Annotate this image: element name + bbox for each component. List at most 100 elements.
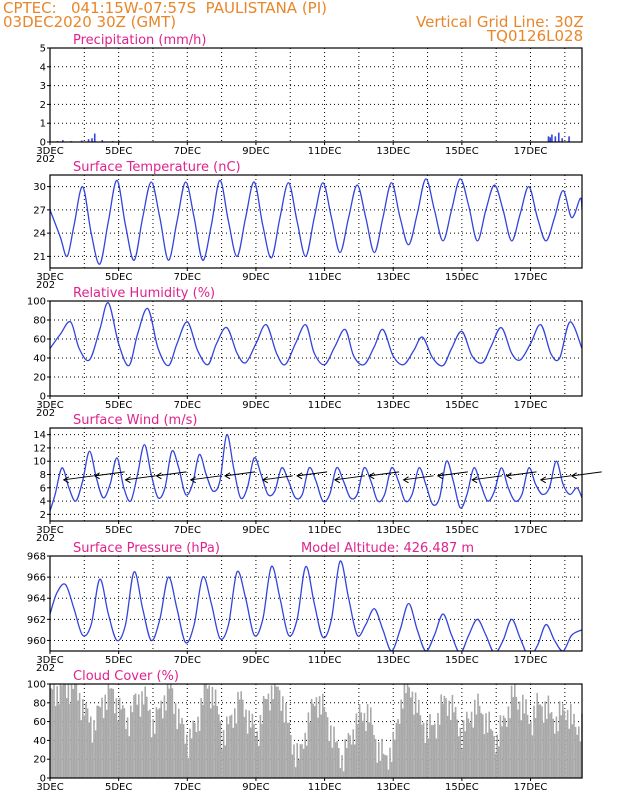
cloud-bar	[502, 715, 505, 778]
cloud-bar	[174, 703, 177, 778]
precip-bar	[561, 138, 564, 142]
cloud-bar	[371, 724, 374, 778]
y-tick-label: 80	[33, 698, 46, 709]
cloud-bar	[149, 709, 151, 778]
panel-frame	[49, 300, 583, 397]
cloud-bar	[509, 718, 511, 778]
y-tick-label: 40	[33, 354, 46, 365]
y-tick-label: 60	[33, 717, 46, 728]
cloud-bar	[358, 704, 361, 778]
cloud-bar	[478, 705, 481, 778]
cloud-bar	[563, 710, 566, 778]
x-tick-label: 13DEC	[376, 655, 410, 666]
cloud-bar	[320, 714, 322, 778]
x-tick-label: 15DEC	[445, 782, 479, 793]
cloud-bar	[254, 737, 257, 778]
cloud-bar	[171, 688, 174, 778]
clipped-year-label: 202	[36, 663, 55, 674]
cloud-bar	[211, 686, 214, 778]
header-model-id: TQ0126L028	[487, 27, 584, 45]
x-tick-label: 7DEC	[174, 272, 201, 283]
cloud-bar	[227, 724, 230, 778]
cloud-bar	[322, 693, 324, 778]
x-tick-label: 3DEC	[36, 146, 63, 157]
cloud-bar	[448, 700, 450, 778]
clipped-year-label: 202	[36, 533, 55, 544]
cloud-bar	[480, 713, 482, 778]
y-tick-label: 960	[27, 636, 46, 647]
cloud-bar	[544, 701, 546, 778]
cloud-bar	[283, 722, 286, 778]
cloud-bar	[477, 693, 479, 778]
cloud-bar	[259, 714, 262, 778]
x-tick-label: 3DEC	[36, 400, 63, 411]
wind-arrow-head	[62, 476, 69, 484]
cloud-bar	[472, 727, 474, 778]
cloud-bar	[192, 720, 194, 778]
cloud-bar	[501, 726, 503, 778]
cloud-bar	[198, 730, 201, 778]
y-tick-label: 100	[27, 297, 46, 308]
cloud-bar	[218, 714, 220, 778]
cloud-bar	[182, 724, 185, 778]
x-tick-label: 9DEC	[242, 146, 269, 157]
cloud-bar	[546, 718, 548, 778]
y-tick-label: 968	[27, 552, 46, 563]
cloud-bar	[214, 689, 217, 778]
cloud-bar	[352, 729, 354, 778]
cloud-bar	[576, 734, 578, 778]
cloud-bar	[318, 696, 321, 778]
y-tick-label: 4	[40, 62, 46, 73]
cloud-bar	[442, 704, 444, 778]
cloud-bar	[235, 723, 238, 778]
cloud-bar	[542, 722, 545, 778]
cloud-bar	[560, 715, 562, 778]
cloud-bar	[341, 755, 343, 778]
cloud-bar	[69, 704, 71, 778]
x-tick-label: 15DEC	[445, 525, 479, 536]
y-tick-label: 6	[40, 483, 46, 494]
cloud-bar	[75, 684, 78, 778]
cloud-bar	[51, 689, 54, 778]
cloud-bar	[434, 723, 436, 778]
y-tick-label: 0	[40, 392, 46, 403]
cloud-bar	[280, 710, 282, 778]
cloud-bar	[66, 698, 68, 778]
precip-bar	[87, 139, 90, 142]
cloud-bar	[139, 716, 142, 778]
x-tick-label: 3DEC	[36, 272, 63, 283]
cloud-bar	[114, 713, 116, 778]
y-tick-label: 30	[33, 182, 46, 193]
wind-arrow	[94, 471, 125, 477]
cloud-bar	[386, 755, 388, 778]
cloud-bar	[507, 706, 510, 778]
wind-arrow	[571, 471, 602, 477]
cloud-bar	[122, 705, 124, 778]
cloud-bar	[443, 695, 446, 778]
cloud-bar	[248, 710, 250, 778]
y-tick-label: 3	[40, 81, 46, 92]
cloud-bar	[203, 684, 206, 778]
cloud-bar	[538, 704, 540, 778]
y-tick-label: 2	[40, 100, 46, 111]
cloud-bar	[77, 700, 79, 778]
x-tick-label: 17DEC	[514, 655, 548, 666]
cloud-bar	[142, 704, 145, 778]
cloud-bar	[70, 684, 73, 778]
x-tick-label: 13DEC	[376, 782, 410, 793]
cloud-bar	[392, 732, 394, 778]
cloud-bar	[363, 713, 366, 778]
cloud-bar	[466, 711, 468, 778]
cloud-bar	[483, 734, 486, 778]
precip-bar	[101, 140, 104, 142]
wind-arrow	[190, 475, 221, 481]
cloud-bar	[458, 736, 460, 778]
cloud-bar	[125, 729, 127, 778]
x-tick-label: 17DEC	[514, 146, 548, 157]
wind-arrow	[262, 475, 293, 481]
cloud-bar	[160, 700, 162, 778]
wind-arrow	[403, 475, 434, 481]
x-tick-label: 7DEC	[174, 782, 201, 793]
cloud-bar	[376, 762, 378, 778]
cloud-bar	[184, 743, 186, 778]
